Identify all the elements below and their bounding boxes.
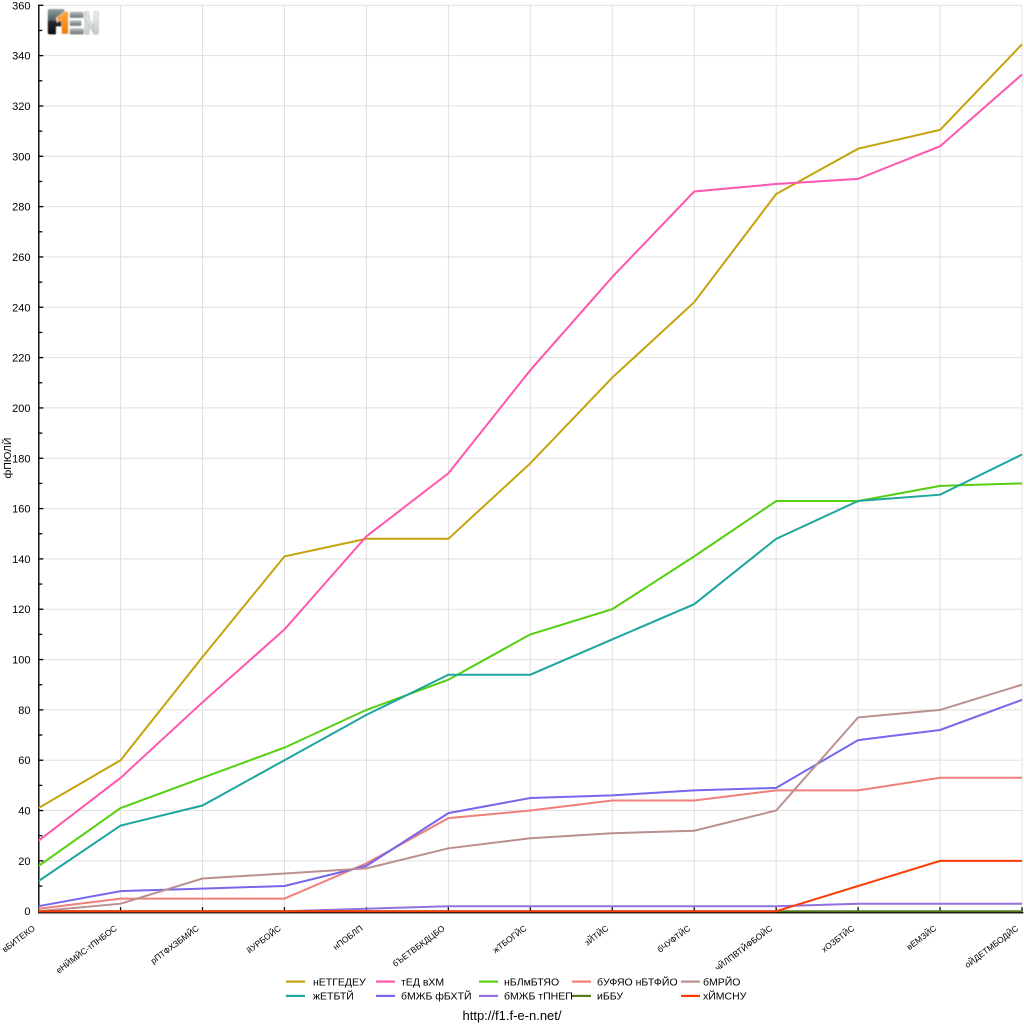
svg-text:260: 260: [12, 252, 30, 264]
svg-text:0: 0: [24, 906, 30, 918]
svg-text:жЕТБТЙ: жЕТБТЙ: [313, 990, 354, 1003]
svg-text:240: 240: [12, 302, 30, 314]
svg-text:180: 180: [12, 453, 30, 465]
svg-text:фПЮЛЙ: фПЮЛЙ: [1, 438, 14, 479]
svg-text:140: 140: [12, 554, 30, 566]
svg-text:100: 100: [12, 655, 30, 667]
svg-text:20: 20: [18, 856, 30, 868]
svg-text:бМЖБ тПНЕП: бМЖБ тПНЕП: [504, 991, 573, 1003]
svg-text:340: 340: [12, 51, 30, 63]
svg-text:нБЛмБТЯО: нБЛмБТЯО: [504, 976, 559, 988]
svg-text:80: 80: [18, 705, 30, 717]
svg-text:http://f1.f-e-n.net/: http://f1.f-e-n.net/: [463, 1008, 562, 1023]
svg-text:300: 300: [12, 151, 30, 163]
svg-text:60: 60: [18, 755, 30, 767]
svg-text:нЕТГЕДЕУ: нЕТГЕДЕУ: [313, 976, 366, 988]
svg-text:иББУ: иББУ: [597, 991, 623, 1003]
svg-text:тЕД вХМ: тЕД вХМ: [401, 976, 444, 988]
svg-text:280: 280: [12, 202, 30, 214]
svg-text:220: 220: [12, 353, 30, 365]
svg-text:320: 320: [12, 101, 30, 113]
svg-text:200: 200: [12, 403, 30, 415]
svg-text:хЙМСНУ: хЙМСНУ: [703, 990, 747, 1003]
svg-text:360: 360: [12, 0, 30, 12]
svg-text:120: 120: [12, 604, 30, 616]
svg-text:бУФЯО нБТФЙО: бУФЯО нБТФЙО: [597, 975, 678, 988]
svg-text:40: 40: [18, 806, 30, 818]
svg-text:бМЖБ фБХТЙ: бМЖБ фБХТЙ: [401, 990, 472, 1003]
svg-text:160: 160: [12, 504, 30, 516]
svg-text:бМРЙО: бМРЙО: [703, 975, 740, 988]
